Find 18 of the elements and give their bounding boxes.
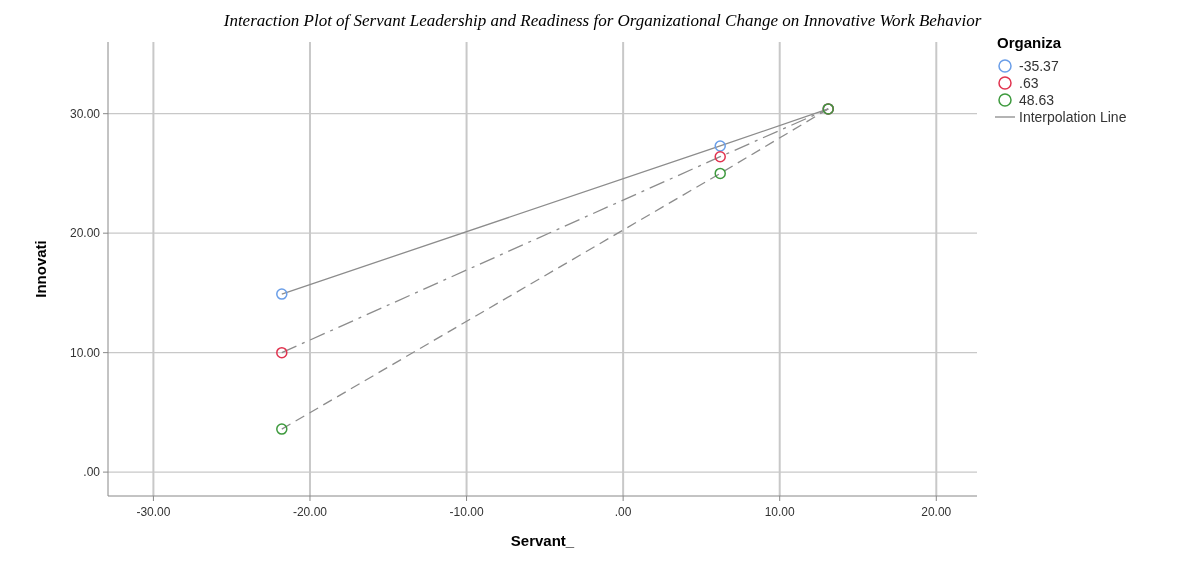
x-axis-title: Servant_	[510, 532, 575, 549]
chart-title: Interaction Plot of Servant Leadership and Readiness for Organizational Change on Innovative Work Behavior	[222, 11, 982, 30]
y-tick-label: .00	[83, 465, 101, 480]
x-tick-label: .00	[614, 505, 632, 519]
x-tick-label: -30.00	[136, 505, 171, 519]
legend-label: -35.37	[1019, 58, 1059, 74]
x-tick-label: 10.00	[764, 505, 796, 519]
x-tick-label: -20.00	[292, 505, 328, 519]
y-tick-label: 30.00	[69, 106, 101, 121]
legend-label: .63	[1019, 75, 1039, 91]
text: Interpolation Line	[1019, 109, 1127, 125]
y-axis-title: Innovati	[32, 240, 49, 298]
y-tick-label: 20.00	[69, 226, 101, 241]
x-tick-label: -10.00	[449, 505, 484, 519]
x-tick-label: 20.00	[921, 505, 952, 519]
y-tick-label: 10.00	[69, 345, 101, 360]
legend-title: Organiza	[997, 34, 1062, 51]
legend-label: 48.63	[1019, 92, 1055, 108]
